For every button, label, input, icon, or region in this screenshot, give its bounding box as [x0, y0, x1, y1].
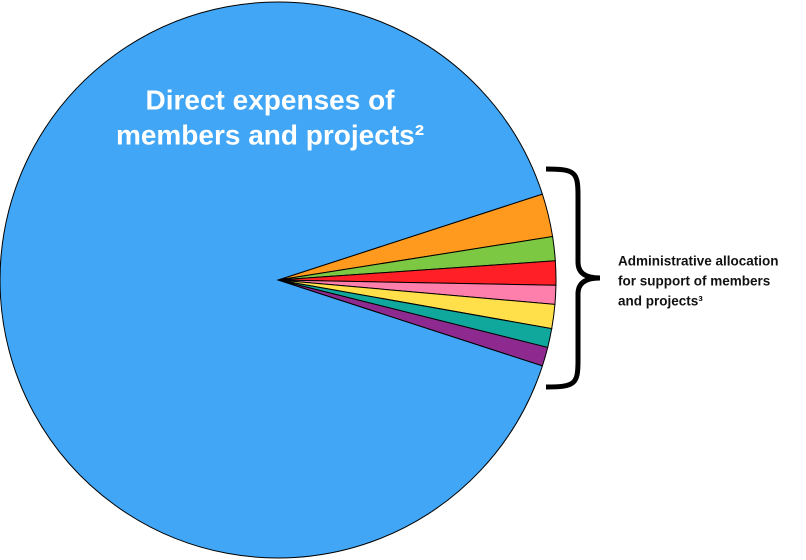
pie-slice [0, 1, 544, 559]
bracket-label: for support of members [618, 274, 770, 289]
slice-label: Direct expenses of [146, 84, 396, 115]
pie [0, 1, 557, 559]
bracket-label: Administrative allocation [618, 254, 779, 269]
slice-label: members and projects² [116, 119, 424, 150]
bracket [545, 166, 601, 390]
bracket-label: and projects³ [618, 294, 703, 309]
